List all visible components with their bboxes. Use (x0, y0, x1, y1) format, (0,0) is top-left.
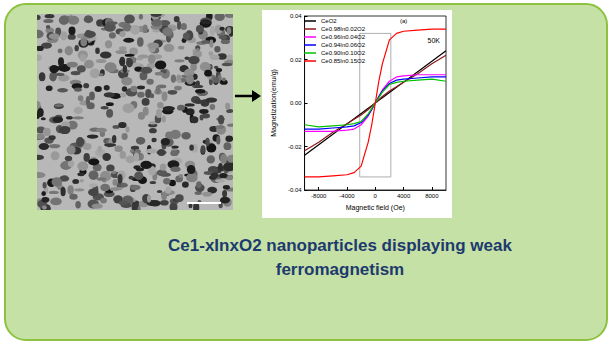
html-text:Ce1-xInxO2 nanoparticles displ: Ce1-xInxO2 nanoparticles displaying weak… (168, 236, 512, 279)
svg-text:0.04: 0.04 (290, 13, 302, 19)
svg-text:0.00: 0.00 (290, 100, 302, 106)
svg-text:Magnetization(emu/g): Magnetization(emu/g) (270, 69, 278, 137)
svg-text:50K: 50K (428, 37, 441, 44)
svg-text:-0.02: -0.02 (288, 144, 302, 150)
svg-text:Ce0.96In0.04O2: Ce0.96In0.04O2 (321, 34, 366, 40)
svg-text:Ce0.90In0.10O2: Ce0.90In0.10O2 (321, 50, 366, 56)
svg-text:0: 0 (374, 193, 378, 199)
svg-text:8000: 8000 (425, 193, 439, 199)
svg-text:Magnetic field (Oe): Magnetic field (Oe) (346, 204, 405, 212)
svg-text:(a): (a) (400, 18, 407, 24)
svg-text:-8000: -8000 (311, 193, 327, 199)
svg-text:Ce0.94In0.06O2: Ce0.94In0.06O2 (321, 42, 366, 48)
svg-text:0.02: 0.02 (290, 57, 302, 63)
svg-text:4000: 4000 (397, 193, 411, 199)
svg-text:CeO2: CeO2 (321, 18, 337, 24)
svg-text:-0.04: -0.04 (288, 187, 302, 193)
svg-text:Ce0.85In0.15O2: Ce0.85In0.15O2 (321, 58, 366, 64)
svg-text:Ce0.98In0.02O2: Ce0.98In0.02O2 (321, 26, 366, 32)
svg-text:-4000: -4000 (339, 193, 355, 199)
